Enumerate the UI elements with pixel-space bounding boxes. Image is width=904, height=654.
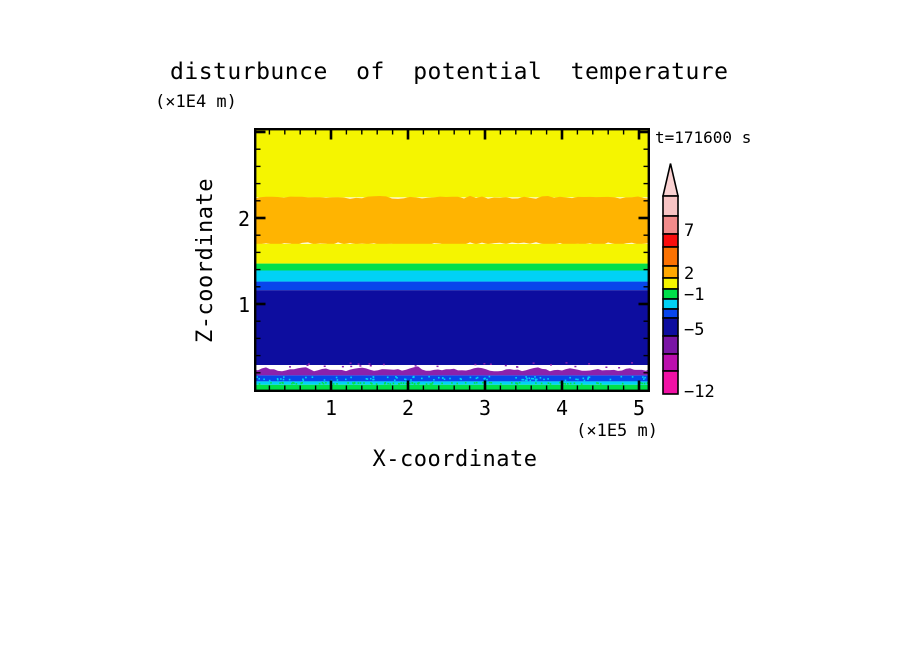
colorbar-segment-8 [662,308,679,319]
contour-plot-svg [254,128,651,393]
colorbar-segment-12 [662,370,679,395]
z-axis-title-wrap: Z-coordinate [188,128,222,392]
colorbar-label-2: 2 [684,264,695,284]
x-axis-unit-label: (×1E5 m) [576,421,658,441]
x-tick-label-4: 4 [555,396,569,420]
colorbar-segment-1 [662,215,679,235]
colorbar [659,161,729,398]
z-tick-label-2: 2 [237,207,250,231]
colorbar-segment-5 [662,277,679,290]
colorbar-segment-0 [662,195,679,217]
plot-area [254,128,651,393]
colorbar-segment-2 [662,233,679,248]
colorbar-segment-6 [662,288,679,300]
colorbar-label-neg5: −5 [684,320,705,340]
colorbar-segment-10 [662,335,679,355]
colorbar-segment-7 [662,298,679,310]
colorbar-segment-3 [662,246,679,267]
x-tick-label-3: 3 [478,396,492,420]
x-axis-title: X-coordinate [372,447,538,472]
z-tick-label-1: 1 [237,293,250,317]
time-label: t=171600 s [655,128,752,147]
colorbar-label-neg1: −1 [684,285,705,305]
plot-frame [254,128,651,393]
colorbar-label-neg12: −12 [684,382,715,402]
contour-bands [254,128,651,392]
x-tick-label-5: 5 [632,396,646,420]
x-tick-label-2: 2 [401,396,415,420]
colorbar-segment-4 [662,265,679,279]
colorbar-segment-11 [662,353,679,372]
z-axis-title: Z-coordinate [192,177,218,343]
x-tick-label-1: 1 [324,396,338,420]
colorbar-svg [661,163,680,395]
colorbar-arrow-tip [661,163,680,197]
colorbar-label-7: 7 [684,221,695,241]
z-axis-unit-label: (×1E4 m) [155,92,237,112]
figure-title: disturbunce of potential temperature [170,59,729,85]
colorbar-segment-9 [662,317,679,337]
